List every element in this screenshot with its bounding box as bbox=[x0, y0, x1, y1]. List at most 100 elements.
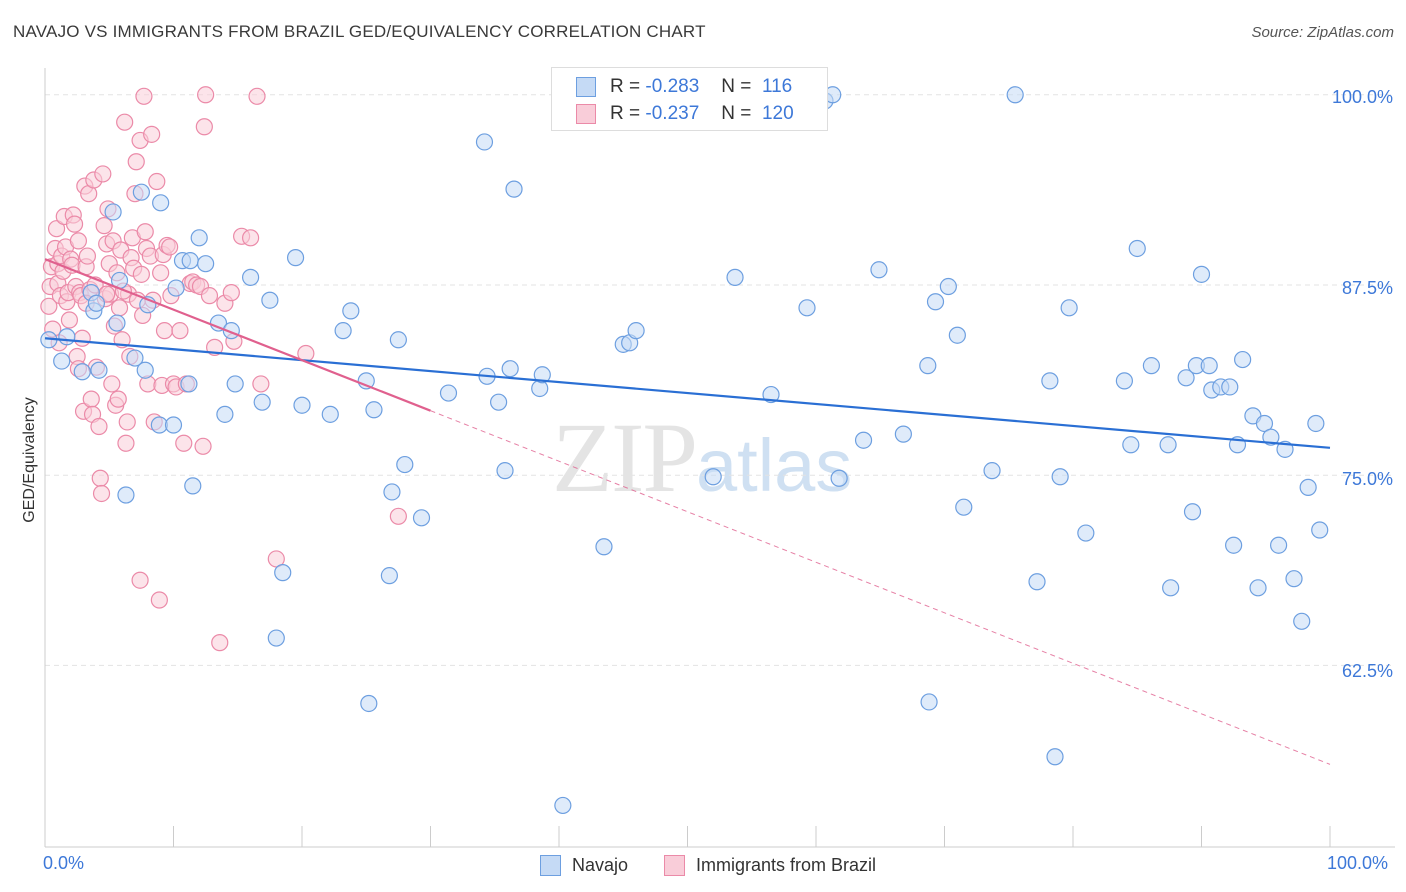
y-axis-label: GED/Equivalency bbox=[21, 397, 38, 523]
navajo-point bbox=[293, 396, 311, 414]
legend-label-brazil: Immigrants from Brazil bbox=[696, 854, 877, 875]
brazil-point bbox=[117, 434, 135, 452]
brazil-point bbox=[110, 299, 129, 317]
navajo-point bbox=[216, 405, 234, 423]
navajo-point bbox=[181, 252, 199, 270]
navajo-point bbox=[73, 363, 91, 381]
navajo-point bbox=[383, 483, 401, 501]
navajo-point bbox=[226, 375, 244, 393]
navajo-point bbox=[496, 462, 514, 480]
brazil-point bbox=[69, 232, 88, 250]
navajo-point bbox=[948, 326, 966, 344]
trend-lines bbox=[44, 258, 1331, 765]
brazil-swatch bbox=[576, 104, 596, 124]
legend-label-navajo: Navajo bbox=[572, 854, 629, 875]
navajo-point bbox=[286, 249, 305, 267]
brazil-point bbox=[135, 87, 153, 105]
navajo-point bbox=[334, 322, 352, 340]
navajo-point bbox=[595, 538, 613, 556]
navajo-point bbox=[870, 261, 888, 279]
navajo-point bbox=[197, 255, 215, 273]
n-label: N = bbox=[721, 103, 752, 124]
y-tick-label: 62.5% bbox=[1341, 661, 1393, 681]
navajo-point bbox=[1159, 436, 1177, 454]
navajo-point bbox=[132, 183, 150, 201]
navajo-point bbox=[104, 203, 122, 221]
navajo-point bbox=[1051, 468, 1069, 486]
brazil-point bbox=[248, 87, 266, 105]
navajo-point bbox=[365, 401, 383, 419]
navajo-point bbox=[501, 360, 519, 378]
navajo-point bbox=[1200, 357, 1218, 375]
brazil-point bbox=[132, 265, 150, 283]
navajo-point bbox=[396, 455, 414, 474]
navajo-point bbox=[261, 291, 279, 309]
navajo-point bbox=[955, 498, 973, 516]
stats-legend: R = -0.283 N = 116 R = -0.237 N = 120 bbox=[551, 67, 828, 131]
watermark: ZIPatlas bbox=[552, 400, 852, 515]
navajo-point bbox=[152, 194, 170, 212]
y-tick-label: 75.0% bbox=[1341, 469, 1393, 489]
navajo-point bbox=[439, 384, 458, 402]
brazil-point bbox=[150, 591, 168, 609]
n-value: 120 bbox=[761, 103, 794, 124]
navajo-point bbox=[1046, 748, 1064, 766]
brazil-point bbox=[195, 118, 213, 136]
brazil-point bbox=[222, 284, 240, 302]
brazil-point bbox=[389, 507, 407, 525]
navajo-point bbox=[253, 393, 271, 411]
brazil-point bbox=[155, 322, 174, 340]
navajo-point bbox=[136, 361, 154, 379]
brazil-point bbox=[136, 223, 154, 241]
r-value: -0.237 bbox=[645, 103, 700, 124]
axes bbox=[44, 68, 1395, 848]
x-tick-label-max: 100.0% bbox=[1327, 853, 1389, 873]
watermark-zip: ZIP bbox=[552, 402, 698, 513]
watermark-atlas: atlas bbox=[696, 424, 853, 507]
navajo-point bbox=[726, 268, 744, 286]
brazil-point bbox=[152, 264, 170, 282]
navajo-point bbox=[1293, 612, 1311, 630]
navajo-point bbox=[554, 796, 572, 815]
navajo-swatch bbox=[540, 854, 561, 876]
navajo-point bbox=[90, 361, 108, 379]
navajo-point bbox=[1041, 372, 1059, 390]
legend-row-brazil: R = -0.237 N = 120 bbox=[576, 101, 794, 127]
x-tick-label-min: 0.0% bbox=[43, 853, 85, 873]
navajo-point bbox=[1122, 436, 1140, 454]
navajo-point bbox=[108, 314, 126, 332]
navajo-point bbox=[242, 268, 260, 286]
source-label: Source: ZipAtlas.com bbox=[1251, 24, 1394, 41]
navajo-point bbox=[53, 352, 71, 370]
y-tick-label: 87.5% bbox=[1341, 278, 1393, 298]
navajo-point bbox=[920, 693, 938, 711]
navajo-point bbox=[117, 486, 135, 504]
navajo-point bbox=[1262, 428, 1280, 446]
brazil-point bbox=[148, 172, 166, 191]
brazil-point bbox=[175, 434, 193, 452]
legend-item-brazil: Immigrants from Brazil bbox=[664, 852, 876, 878]
brazil-point bbox=[161, 238, 179, 256]
brazil-point bbox=[171, 322, 189, 340]
navajo-point bbox=[1192, 265, 1211, 283]
brazil-point bbox=[143, 125, 161, 143]
navajo-point bbox=[1115, 372, 1134, 390]
navajo-point bbox=[762, 385, 780, 404]
brazil-swatch bbox=[664, 854, 685, 876]
n-value: 116 bbox=[761, 76, 793, 97]
navajo-point bbox=[389, 331, 407, 349]
brazil-point bbox=[211, 634, 229, 652]
navajo-point bbox=[360, 694, 378, 713]
navajo-point bbox=[1162, 579, 1180, 597]
brazil-point bbox=[127, 153, 145, 171]
series-navajo bbox=[40, 86, 1329, 815]
navajo-point bbox=[1307, 414, 1325, 433]
brazil-point bbox=[94, 165, 112, 183]
navajo-point bbox=[830, 469, 848, 487]
navajo-point bbox=[164, 416, 183, 434]
navajo-point bbox=[1006, 86, 1024, 104]
navajo-point bbox=[167, 279, 185, 297]
navajo-point bbox=[267, 629, 285, 647]
navajo-point bbox=[1249, 579, 1267, 597]
navajo-point bbox=[87, 294, 106, 312]
